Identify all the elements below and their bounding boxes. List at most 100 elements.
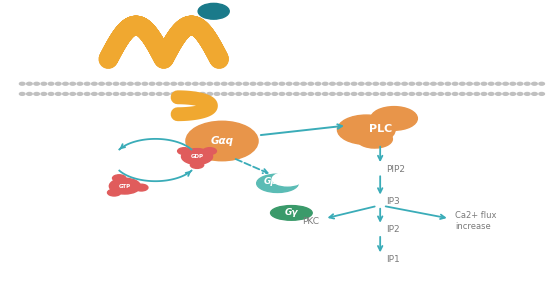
- Circle shape: [63, 92, 68, 95]
- Circle shape: [308, 92, 314, 95]
- Circle shape: [135, 82, 140, 85]
- Circle shape: [532, 82, 537, 85]
- Circle shape: [56, 82, 61, 85]
- Circle shape: [77, 92, 83, 95]
- Circle shape: [207, 92, 213, 95]
- Circle shape: [108, 189, 121, 196]
- Circle shape: [539, 92, 544, 95]
- Circle shape: [294, 82, 299, 85]
- Circle shape: [539, 82, 544, 85]
- Circle shape: [258, 82, 263, 85]
- Circle shape: [503, 92, 508, 95]
- Circle shape: [294, 92, 299, 95]
- Circle shape: [178, 148, 191, 155]
- Circle shape: [92, 82, 97, 85]
- Circle shape: [431, 92, 436, 95]
- Circle shape: [250, 92, 256, 95]
- Circle shape: [395, 82, 400, 85]
- Circle shape: [286, 92, 292, 95]
- Circle shape: [142, 82, 148, 85]
- Ellipse shape: [256, 174, 299, 193]
- Circle shape: [171, 82, 176, 85]
- Circle shape: [120, 92, 126, 95]
- Circle shape: [460, 82, 465, 85]
- Circle shape: [200, 92, 205, 95]
- Circle shape: [185, 92, 191, 95]
- Circle shape: [236, 92, 241, 95]
- Circle shape: [423, 82, 429, 85]
- Circle shape: [142, 92, 148, 95]
- Circle shape: [431, 82, 436, 85]
- Circle shape: [402, 82, 407, 85]
- Circle shape: [221, 82, 227, 85]
- Circle shape: [279, 82, 285, 85]
- Circle shape: [185, 82, 191, 85]
- Circle shape: [229, 82, 234, 85]
- Circle shape: [409, 92, 415, 95]
- Circle shape: [113, 82, 119, 85]
- Circle shape: [56, 92, 61, 95]
- Circle shape: [193, 82, 198, 85]
- Ellipse shape: [271, 206, 312, 220]
- Circle shape: [99, 82, 104, 85]
- Circle shape: [357, 130, 392, 148]
- Circle shape: [157, 82, 162, 85]
- Text: Ca2+ flux
increase: Ca2+ flux increase: [455, 211, 497, 232]
- Circle shape: [496, 92, 501, 95]
- Circle shape: [488, 92, 494, 95]
- Circle shape: [236, 82, 241, 85]
- Circle shape: [524, 82, 530, 85]
- Circle shape: [200, 82, 205, 85]
- Circle shape: [84, 92, 90, 95]
- Circle shape: [221, 92, 227, 95]
- Circle shape: [481, 82, 487, 85]
- Circle shape: [48, 82, 54, 85]
- Text: Gαq: Gαq: [210, 136, 234, 146]
- Circle shape: [301, 92, 306, 95]
- Circle shape: [373, 92, 379, 95]
- Circle shape: [474, 82, 480, 85]
- Circle shape: [84, 82, 90, 85]
- Circle shape: [460, 92, 465, 95]
- Circle shape: [532, 92, 537, 95]
- Circle shape: [157, 92, 162, 95]
- Circle shape: [41, 82, 47, 85]
- Text: IP2: IP2: [386, 225, 400, 234]
- Circle shape: [315, 92, 321, 95]
- Circle shape: [48, 92, 54, 95]
- Text: PLC: PLC: [369, 124, 392, 134]
- Circle shape: [445, 92, 451, 95]
- Circle shape: [229, 92, 234, 95]
- Circle shape: [510, 82, 516, 85]
- Circle shape: [243, 82, 249, 85]
- Circle shape: [496, 82, 501, 85]
- Circle shape: [322, 82, 328, 85]
- Circle shape: [243, 92, 249, 95]
- Circle shape: [190, 162, 204, 168]
- Circle shape: [452, 92, 458, 95]
- Circle shape: [70, 92, 75, 95]
- Circle shape: [106, 92, 112, 95]
- Circle shape: [77, 82, 83, 85]
- Circle shape: [34, 92, 39, 95]
- Circle shape: [207, 82, 213, 85]
- Circle shape: [474, 92, 480, 95]
- Circle shape: [135, 184, 148, 191]
- Circle shape: [193, 92, 198, 95]
- Circle shape: [128, 92, 133, 95]
- Text: Gγ: Gγ: [285, 208, 298, 217]
- Circle shape: [467, 92, 472, 95]
- Circle shape: [315, 82, 321, 85]
- Circle shape: [308, 82, 314, 85]
- Circle shape: [250, 82, 256, 85]
- Circle shape: [467, 82, 472, 85]
- Circle shape: [351, 92, 357, 95]
- Ellipse shape: [186, 121, 258, 161]
- Circle shape: [452, 82, 458, 85]
- Circle shape: [106, 82, 112, 85]
- Ellipse shape: [273, 172, 303, 186]
- Circle shape: [120, 82, 126, 85]
- Text: IP3: IP3: [386, 197, 400, 206]
- Circle shape: [337, 92, 342, 95]
- Circle shape: [380, 82, 386, 85]
